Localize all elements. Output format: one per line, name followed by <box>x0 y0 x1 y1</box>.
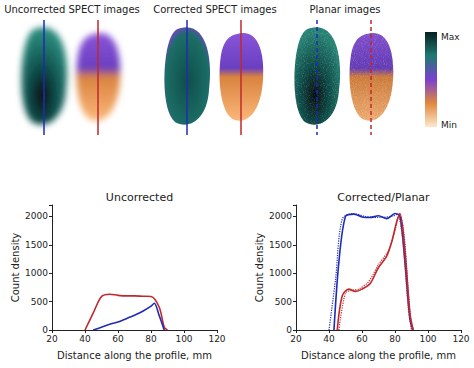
svg-text:2000: 2000 <box>269 211 292 221</box>
svg-text:0: 0 <box>286 325 292 335</box>
svg-text:Planar images: Planar images <box>309 4 380 15</box>
svg-text:20: 20 <box>290 334 302 344</box>
svg-text:Uncorrected SPECT images: Uncorrected SPECT images <box>4 4 140 15</box>
svg-text:100: 100 <box>175 334 192 344</box>
svg-text:60: 60 <box>112 334 124 344</box>
svg-text:Corrected/Planar: Corrected/Planar <box>337 191 430 204</box>
svg-text:80: 80 <box>389 334 401 344</box>
svg-text:500: 500 <box>275 297 292 307</box>
svg-text:Count density: Count density <box>254 233 265 303</box>
svg-text:Distance along the profile, mm: Distance along the profile, mm <box>301 350 456 361</box>
svg-text:2000: 2000 <box>25 211 48 221</box>
svg-text:120: 120 <box>452 334 469 344</box>
svg-text:40: 40 <box>79 334 91 344</box>
svg-text:Corrected SPECT images: Corrected SPECT images <box>153 4 277 15</box>
svg-text:100: 100 <box>419 334 436 344</box>
svg-text:60: 60 <box>356 334 368 344</box>
svg-text:80: 80 <box>145 334 157 344</box>
svg-text:1500: 1500 <box>25 240 48 250</box>
svg-text:500: 500 <box>31 297 48 307</box>
svg-text:0: 0 <box>42 325 48 335</box>
svg-text:Distance along the profile, mm: Distance along the profile, mm <box>57 350 212 361</box>
svg-text:20: 20 <box>46 334 58 344</box>
svg-text:Max: Max <box>441 32 460 42</box>
svg-text:Min: Min <box>441 120 457 130</box>
svg-text:40: 40 <box>323 334 335 344</box>
svg-text:Count density: Count density <box>10 233 21 303</box>
svg-text:1000: 1000 <box>269 268 292 278</box>
svg-text:1500: 1500 <box>269 240 292 250</box>
svg-text:Uncorrected: Uncorrected <box>106 191 173 204</box>
svg-text:1000: 1000 <box>25 268 48 278</box>
svg-text:120: 120 <box>208 334 225 344</box>
